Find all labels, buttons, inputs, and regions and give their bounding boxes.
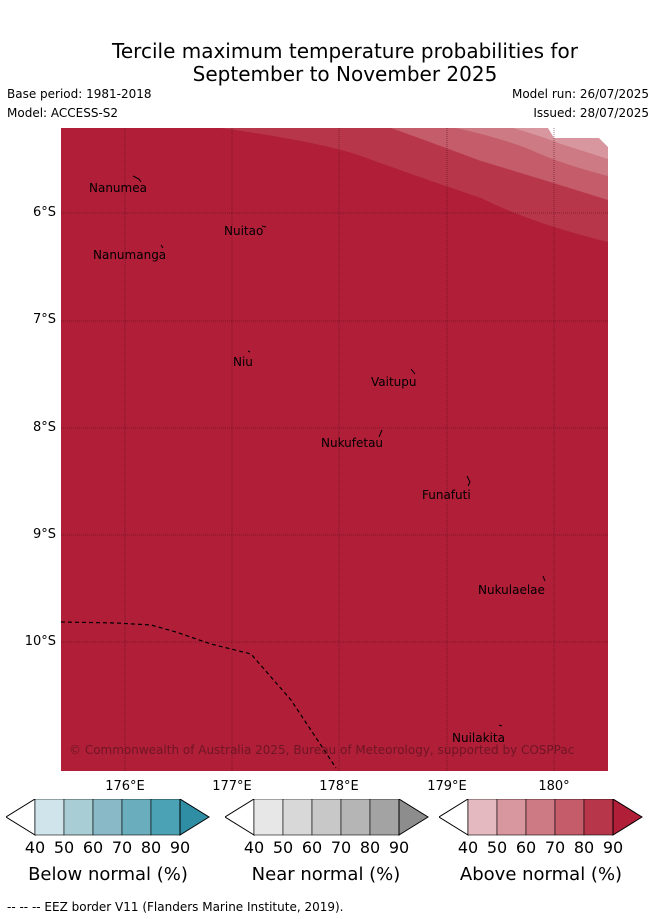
lon-label-176e: 176°E [105,779,145,794]
tick-label: 90 [602,838,624,857]
probability-map [61,128,608,771]
above-normal-label: Above normal (%) [459,864,623,885]
tick-label: 80 [359,838,381,857]
island-nukufetau [378,429,383,438]
tick-label: 90 [388,838,410,857]
island-nuilakita [498,724,503,727]
tick-label: 70 [330,838,352,857]
eez-border-line [61,621,337,769]
base-period: Base period: 1981-2018 [7,87,152,101]
title-line-2: September to November 2025 [192,62,498,86]
place-nukulaelae: Nukulaelae [478,583,545,597]
issued-date: Issued: 28/07/2025 [533,106,649,120]
tick-label: 40 [457,838,479,857]
tick-label: 60 [515,838,537,857]
lon-label-178e: 178°E [319,779,359,794]
lon-label-177e: 177°E [212,779,252,794]
title-line-1: Tercile maximum temperature probabilitie… [112,39,578,63]
place-nanumanga: Nanumanga [93,248,167,262]
tick-label: 50 [486,838,508,857]
no-data-corner [548,128,608,147]
tick-label: 80 [140,838,162,857]
eez-border-note: -- -- -- EEZ border V11 (Flanders Marine… [7,900,344,914]
place-nukufetau: Nukufetau [321,436,384,450]
model-run: Model run: 26/07/2025 [511,87,649,101]
place-niu: Niu [233,355,253,369]
below-normal-colorbar [6,799,212,837]
lat-label-6s: 6°S [32,205,56,220]
place-nuitao: Nuitao [224,224,264,238]
island-funafuti [466,475,471,487]
lat-label-10s: 10°S [24,634,56,649]
island-nuitao [261,225,267,228]
below-normal-label: Below normal (%) [28,864,188,885]
tick-label: 60 [301,838,323,857]
island-nukulaelae [542,575,546,582]
tick-label: 90 [169,838,191,857]
model-name: Model: ACCESS-S2 [7,106,119,120]
lat-label-8s: 8°S [32,420,56,435]
above-normal-colorbar [439,799,645,837]
tick-label: 50 [53,838,75,857]
tick-label: 50 [272,838,294,857]
island-vaitupu [410,368,416,375]
island-niu [247,350,251,353]
tick-label: 40 [24,838,46,857]
above-normal-90-region [61,128,608,771]
place-vaitupu: Vaitupu [371,375,417,389]
lat-label-7s: 7°S [32,312,56,327]
lat-label-9s: 9°S [32,527,56,542]
tick-label: 60 [82,838,104,857]
tick-label: 80 [573,838,595,857]
place-nuilakita: Nuilakita [452,731,505,745]
place-funafuti: Funafuti [422,488,471,502]
lon-label-180: 180° [538,779,570,794]
island-outlines [132,175,546,727]
lon-label-179e: 179°E [427,779,467,794]
near-normal-colorbar [225,799,431,837]
island-nanumea [132,175,142,183]
map-panel[interactable] [61,128,608,771]
place-nanumea: Nanumea [89,181,147,195]
near-normal-label: Near normal (%) [251,864,401,885]
tick-label: 70 [544,838,566,857]
copyright-credit: © Commonwealth of Australia 2025, Bureau… [69,743,575,757]
island-nanumanga [160,244,164,249]
tick-label: 40 [243,838,265,857]
tick-label: 70 [111,838,133,857]
chart-title: Tercile maximum temperature probabilitie… [0,40,655,86]
